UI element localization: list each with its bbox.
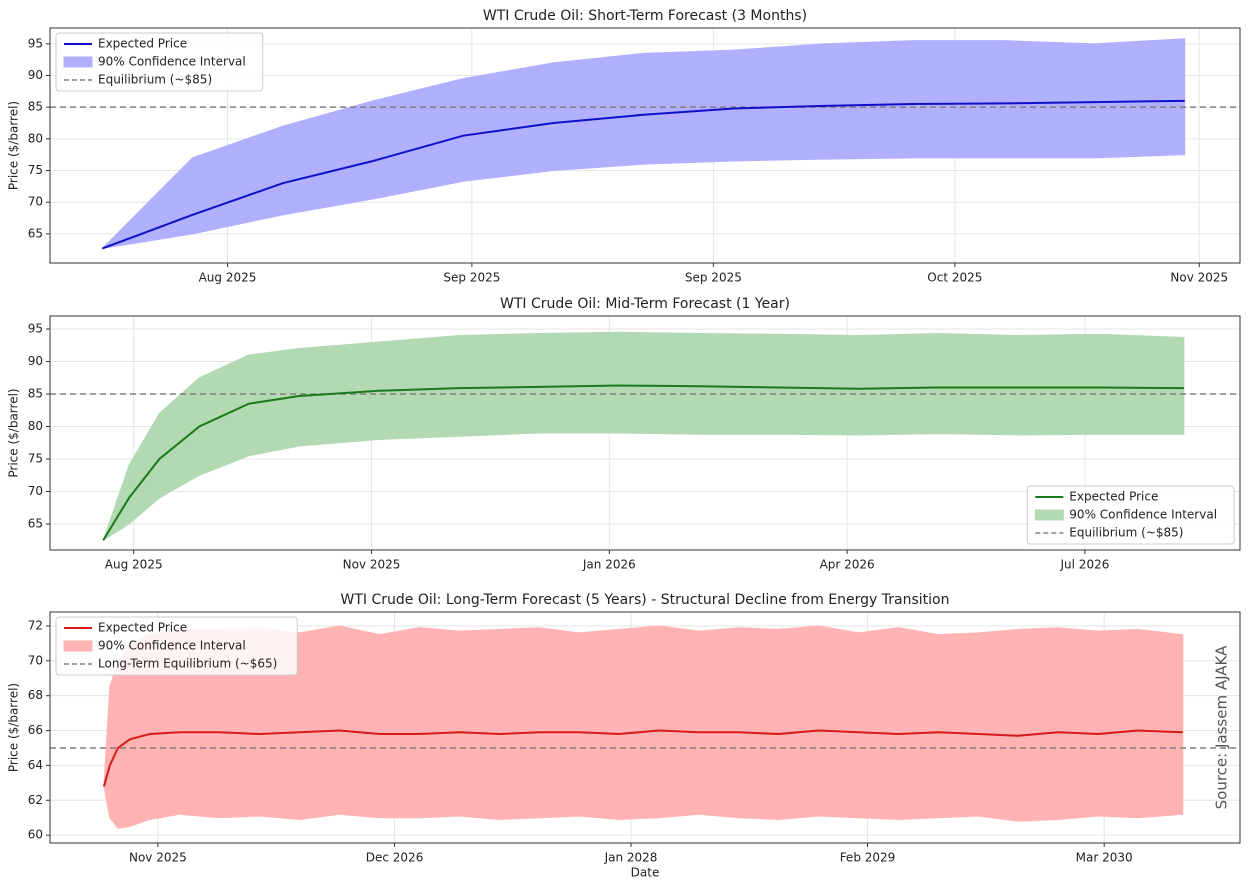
legend-label: Expected Price	[1069, 490, 1158, 504]
confidence-band	[103, 625, 1184, 829]
x-tick-label: Nov 2025	[343, 558, 401, 572]
chart-title: WTI Crude Oil: Long-Term Forecast (5 Yea…	[341, 592, 950, 608]
y-tick-label: 70	[28, 653, 43, 667]
axes-frame	[49, 315, 1241, 551]
legend-label: 90% Confidence Interval	[1069, 508, 1217, 522]
y-tick-label: 60	[28, 828, 43, 842]
x-tick-label: Nov 2025	[1170, 271, 1228, 285]
legend-label: Equilibrium (~$85)	[1069, 526, 1183, 540]
x-axis-label: Date	[631, 866, 660, 880]
source-annotation: Source: Jassem AJAKA	[1213, 645, 1231, 809]
y-tick-label: 64	[28, 758, 43, 772]
x-tick-label: Dec 2026	[366, 851, 424, 865]
y-tick-label: 68	[28, 688, 43, 702]
y-tick-label: 95	[28, 36, 43, 50]
legend-box	[55, 616, 298, 676]
y-axis-label: Price ($/barrel)	[7, 101, 21, 190]
x-tick-label: Sep 2025	[443, 271, 500, 285]
y-tick-label: 95	[28, 322, 43, 336]
y-tick-label: 62	[28, 793, 43, 807]
y-tick-label: 66	[28, 723, 43, 737]
legend-box	[55, 32, 264, 92]
chart-title: WTI Crude Oil: Short-Term Forecast (3 Mo…	[483, 8, 807, 24]
y-tick-label: 90	[28, 68, 43, 82]
x-tick-label: Sep 2025	[685, 271, 742, 285]
expected-line	[102, 729, 1183, 787]
legend: Expected Price 90% Confidence Interval Lon…	[55, 616, 298, 676]
x-tick-label: Feb 2029	[840, 851, 896, 865]
y-tick-label: 72	[28, 618, 43, 632]
y-tick-label: 75	[28, 163, 43, 177]
y-tick-label: 90	[28, 354, 43, 368]
x-tick-label: Jul 2026	[1060, 558, 1110, 572]
x-tick-label: Nov 2025	[129, 851, 187, 865]
axes-frame	[49, 611, 1241, 844]
x-tick-label: Oct 2025	[927, 271, 982, 285]
x-tick-label: Aug 2025	[105, 558, 163, 572]
y-axis-label: Price ($/barrel)	[7, 388, 21, 477]
legend-label: 90% Confidence Interval	[98, 639, 246, 653]
confidence-band	[100, 38, 1186, 250]
expected-line	[102, 99, 1185, 250]
legend-swatch	[63, 640, 93, 652]
expected-line	[102, 384, 1184, 541]
y-tick-label: 65	[28, 226, 43, 240]
legend-label: 90% Confidence Interval	[98, 55, 246, 69]
x-tick-label: Jan 2028	[604, 851, 658, 865]
legend-box	[1026, 485, 1235, 545]
x-tick-label: Jan 2026	[582, 558, 636, 572]
x-tick-label: Mar 2030	[1076, 851, 1133, 865]
y-tick-label: 80	[28, 131, 43, 145]
legend-label: Expected Price	[98, 37, 187, 51]
legend: Expected Price 90% Confidence Interval Equ…	[55, 32, 264, 92]
x-tick-label: Apr 2026	[820, 558, 875, 572]
y-tick-label: 80	[28, 419, 43, 433]
legend-label: Long-Term Equilibrium (~$65)	[98, 657, 277, 671]
y-tick-label: 70	[28, 484, 43, 498]
legend-swatch	[63, 56, 93, 68]
legend-label: Equilibrium (~$85)	[98, 73, 212, 87]
y-tick-label: 75	[28, 452, 43, 466]
y-tick-label: 65	[28, 517, 43, 531]
x-tick-label: Aug 2025	[199, 271, 257, 285]
legend-label: Expected Price	[98, 621, 187, 635]
y-axis-label: Price ($/barrel)	[7, 683, 21, 772]
legend-swatch	[1034, 509, 1064, 521]
chart-title: WTI Crude Oil: Mid-Term Forecast (1 Year…	[500, 296, 790, 312]
confidence-band	[102, 331, 1185, 542]
y-tick-label: 85	[28, 100, 43, 114]
axes-frame	[49, 27, 1241, 264]
y-tick-label: 85	[28, 387, 43, 401]
y-tick-label: 70	[28, 195, 43, 209]
legend: Expected Price 90% Confidence Interval Equ…	[1026, 485, 1235, 545]
